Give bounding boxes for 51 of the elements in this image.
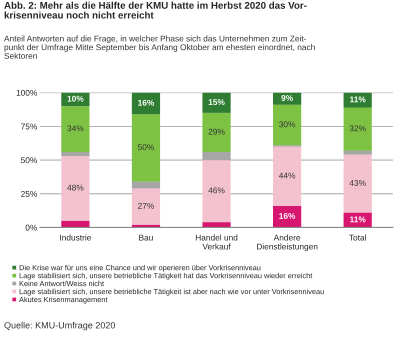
data-label: 30%: [279, 121, 296, 128]
chart-subtitle: Anteil Antworten auf die Frage, in welcher Phase sich das Unternehmen zum Zeit- punkt der Umfrage Mitte September bis Anfang Oktober am ehesten einordnet, nach Sektoren: [4, 35, 315, 59]
bar: [132, 114, 160, 182]
data-label: 43%: [350, 180, 366, 186]
bar: [61, 156, 90, 221]
data-label: 46%: [208, 187, 225, 194]
y-tick-label: 50%: [20, 157, 38, 164]
bar: [202, 222, 231, 228]
source-note: Quelle: KMU-Umfrage 2020: [4, 322, 116, 330]
data-label: 27%: [138, 202, 154, 209]
x-tick-label: Bau: [139, 234, 153, 241]
data-label: 11%: [350, 96, 366, 102]
data-label: 34%: [67, 125, 84, 132]
data-label: 16%: [279, 213, 296, 219]
data-label: 29%: [208, 128, 225, 135]
chart-title: Abb. 2: Mehr als die Hälfte der KMU hatte im Herbst 2020 das Vor- krisenniveau noch nicht erreicht: [4, 2, 307, 19]
x-tick-label: Handel und Verkauf: [196, 234, 238, 250]
bar: [132, 188, 160, 225]
data-label: 11%: [350, 216, 366, 222]
bar: [202, 160, 231, 222]
x-tick-label: Andere Dienstleistungen: [256, 234, 318, 252]
x-tick-label: Total: [349, 234, 366, 241]
data-label: 50%: [138, 144, 154, 150]
y-tick-label: 25%: [21, 190, 38, 197]
bar: [344, 150, 372, 155]
data-label: 44%: [278, 172, 296, 178]
data-label: 32%: [350, 125, 366, 132]
bar: [202, 112, 231, 152]
bar: [132, 92, 160, 114]
y-tick-label: 100%: [16, 90, 38, 96]
y-tick-label: 0%: [26, 224, 38, 231]
bar: [344, 212, 372, 228]
bar: [61, 220, 90, 228]
bar: [132, 182, 160, 188]
data-label: 10%: [68, 96, 84, 102]
bar: [202, 152, 231, 160]
y-tick-label: 75%: [21, 124, 38, 130]
data-label: 48%: [67, 184, 84, 191]
bar: [61, 106, 90, 152]
data-label: 15%: [208, 99, 225, 106]
bar: [273, 104, 302, 146]
bar: [344, 154, 372, 213]
data-label: 16%: [138, 100, 154, 106]
bar: [344, 108, 372, 151]
bar: [273, 206, 302, 228]
data-label: 9%: [281, 95, 293, 101]
x-tick-label: Industrie: [60, 234, 91, 241]
bar: [344, 92, 372, 108]
bar: [202, 92, 231, 113]
bar: [61, 152, 90, 156]
bar: [273, 146, 302, 206]
